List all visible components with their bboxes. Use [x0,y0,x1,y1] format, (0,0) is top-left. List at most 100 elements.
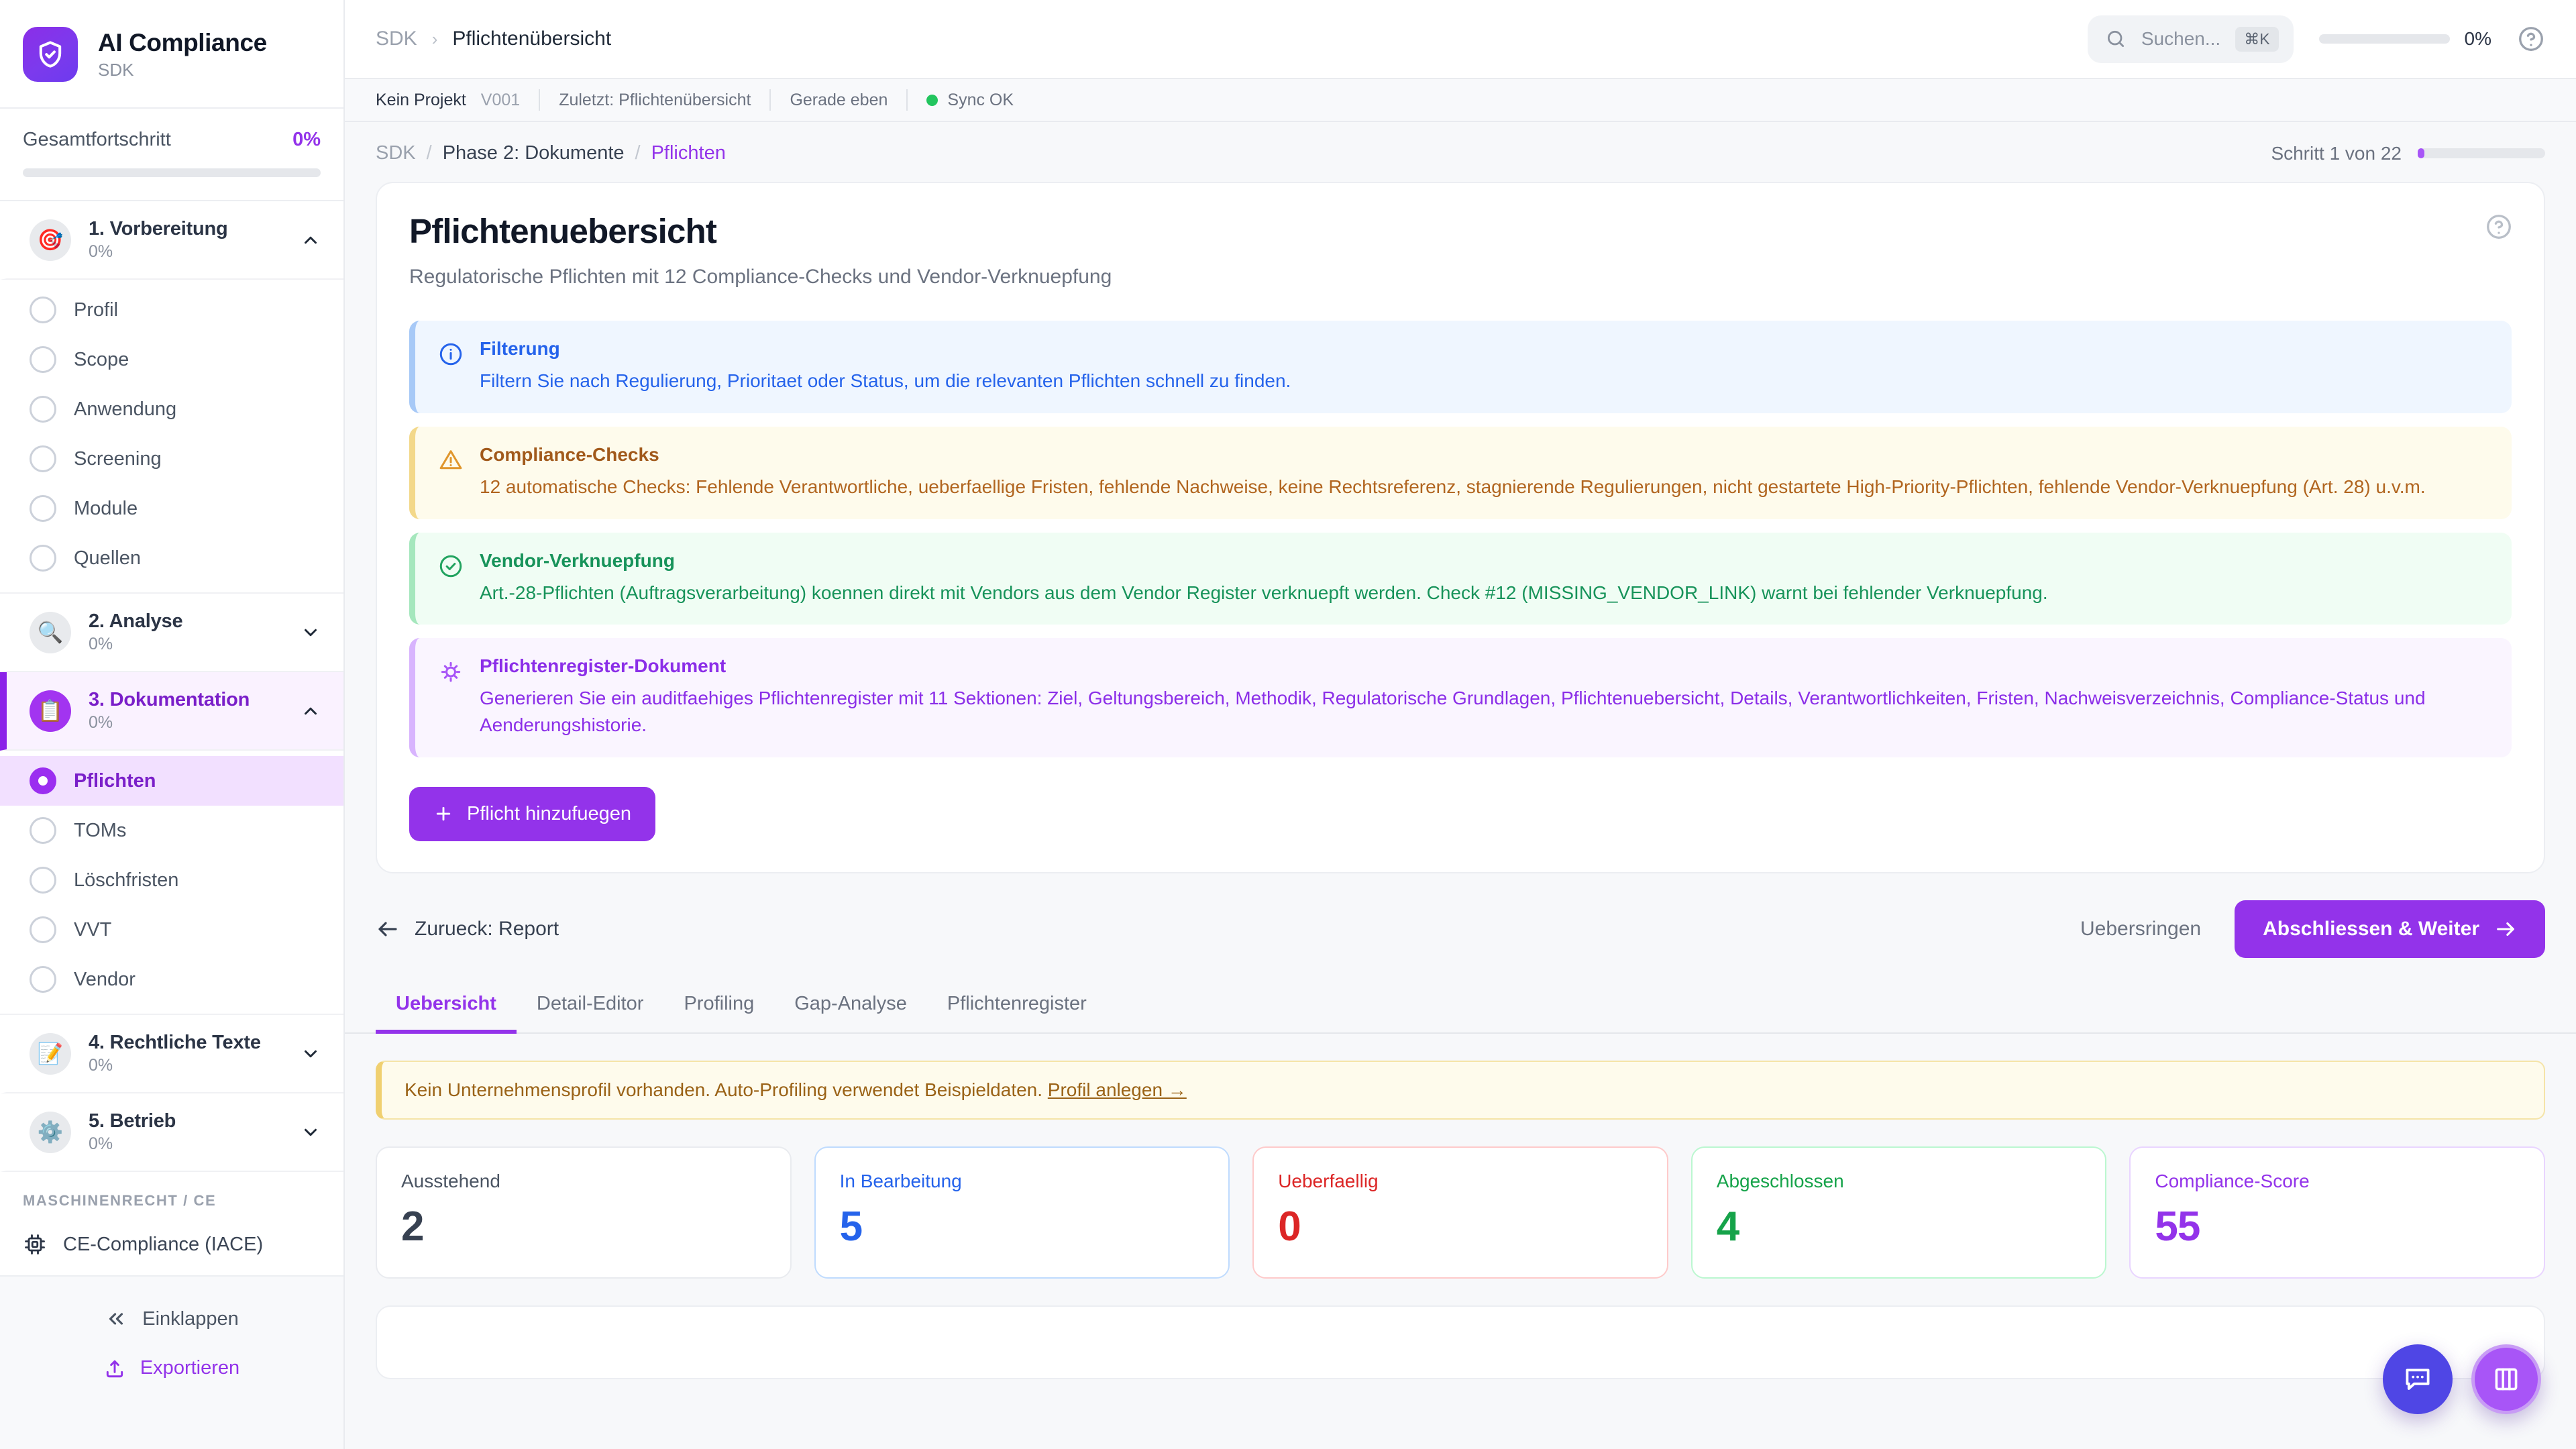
shield-check-icon [23,27,78,82]
check-circle-icon [438,553,464,579]
meta-last: Zuletzt: Pflichtenübersicht [559,90,751,109]
skip-button[interactable]: Uebersringen [2080,917,2202,940]
radio-icon [30,495,56,522]
sidebar-item-label: Vendor [74,968,136,990]
sidebar-item-quellen[interactable]: Quellen [0,533,343,583]
step-progress-bar [2418,148,2545,158]
stat-label: Ausstehend [401,1170,500,1191]
stat-label: Compliance-Score [2155,1170,2310,1191]
back-button[interactable]: Zurueck: Report [376,917,559,941]
radio-selected-icon [30,767,56,794]
sidebar-item-label: Screening [74,447,162,470]
sidebar-item-screening[interactable]: Screening [0,434,343,484]
sidebar: AI Compliance SDK Gesamtfortschritt 0% 🎯… [0,0,345,1449]
sidebar-phase-betrieb[interactable]: ⚙️ 5. Betrieb 0% [0,1093,343,1172]
main-area: SDK › Pflichtenübersicht Suchen... ⌘K 0% [345,0,2576,1449]
magnifier-icon: 🔍 [30,611,71,653]
phase-title: 1. Vorbereitung [89,218,228,239]
sidebar-item-vendor[interactable]: Vendor [0,955,343,1004]
radio-icon [30,396,56,423]
sidebar-item-ce-compliance[interactable]: CE-Compliance (IACE) [0,1222,343,1277]
callout-filterung: Filterung Filtern Sie nach Regulierung, … [409,321,2512,413]
radio-icon [30,867,56,894]
sidebar-phase-vorbereitung[interactable]: 🎯 1. Vorbereitung 0% [0,201,343,280]
search-shortcut-badge: ⌘K [2235,26,2279,52]
callout-title: Compliance-Checks [480,443,659,465]
sidebar-item-label: VVT [74,918,112,941]
sidebar-item-label: Quellen [74,547,141,569]
bottom-panel [376,1305,2545,1379]
tab-gap-analyse[interactable]: Gap-Analyse [794,992,907,1014]
chevron-up-icon [301,230,321,250]
breadcrumb-current: Pflichtenübersicht [452,28,612,50]
stat-value: 55 [2155,1203,2200,1250]
sidebar-item-label: CE-Compliance (IACE) [63,1233,264,1255]
tab-uebersicht[interactable]: Uebersicht [376,982,517,1034]
phase-title: 2. Analyse [89,610,183,632]
breadcrumb-root[interactable]: SDK [376,28,417,50]
back-label: Zurueck: Report [415,917,559,940]
phase-title: 5. Betrieb [89,1110,176,1132]
target-icon: 🎯 [30,219,71,261]
page-breadcrumb-bar: SDK / Phase 2: Dokumente / Pflichten Sch… [345,122,2576,182]
phase-percent: 0% [89,242,113,261]
phase-title: 4. Rechtliche Texte [89,1032,261,1053]
export-button[interactable]: Exportieren [23,1344,321,1393]
add-pflicht-button[interactable]: Pflicht hinzufuegen [409,786,656,841]
callout-body: Art.-28-Pflichten (Auftragsverarbeitung)… [480,582,2048,603]
sidebar-item-label: Anwendung [74,398,177,420]
breadcrumb-item-phase[interactable]: Phase 2: Dokumente [442,142,625,164]
finish-and-next-button[interactable]: Abschliessen & Weiter [2235,900,2545,958]
brand-header: AI Compliance SDK [0,0,343,109]
chip-icon [23,1232,47,1256]
sidebar-item-vvt[interactable]: VVT [0,905,343,955]
brand-subtitle: SDK [98,59,134,80]
radio-icon [30,916,56,943]
sidebar-item-toms[interactable]: TOMs [0,806,343,855]
stat-card-abgeschlossen: Abgeschlossen 4 [1690,1146,2107,1279]
stat-card-compliance-score: Compliance-Score 55 [2129,1146,2545,1279]
breadcrumb-item-pflichten: Pflichten [651,142,726,164]
sidebar-item-label: Profil [74,299,119,321]
overall-progress-value: 0% [292,129,321,150]
content-scroll-area[interactable]: SDK / Phase 2: Dokumente / Pflichten Sch… [345,122,2576,1449]
sidebar-phase-dokumentation[interactable]: 📋 3. Dokumentation 0% [0,672,343,751]
collapse-sidebar-button[interactable]: Einklappen [23,1294,321,1344]
sidebar-item-module[interactable]: Module [0,484,343,533]
notice-text: Kein Unternehmensprofil vorhanden. Auto-… [405,1079,1043,1100]
chat-fab[interactable] [2383,1344,2453,1414]
panel-fab[interactable] [2471,1344,2541,1414]
export-label: Exportieren [140,1357,240,1379]
sidebar-item-anwendung[interactable]: Anwendung [0,384,343,434]
tab-pflichtenregister[interactable]: Pflichtenregister [947,992,1087,1014]
create-profile-link[interactable]: Profil anlegen → [1047,1079,1187,1100]
memo-icon: 📝 [30,1032,71,1075]
divider [906,89,908,111]
tab-profiling[interactable]: Profiling [684,992,755,1014]
sidebar-phase-rechtliche-texte[interactable]: 📝 4. Rechtliche Texte 0% [0,1015,343,1093]
sidebar-item-loeschfristen[interactable]: Löschfristen [0,855,343,905]
sidebar-item-scope[interactable]: Scope [0,335,343,384]
sidebar-item-pflichten[interactable]: Pflichten [0,756,343,806]
gear-icon: ⚙️ [30,1111,71,1153]
stat-card-ueberfaellig: Ueberfaellig 0 [1252,1146,1668,1279]
info-icon [438,341,464,367]
help-circle-icon[interactable] [2517,25,2545,53]
sidebar-item-profil[interactable]: Profil [0,285,343,335]
header-progress: 0% [2318,28,2491,50]
stat-label: In Bearbeitung [839,1170,962,1191]
breadcrumb-item-sdk[interactable]: SDK [376,142,416,164]
radio-icon [30,297,56,323]
chevron-down-icon [301,1122,321,1142]
divider [769,89,771,111]
phase-title: 3. Dokumentation [89,689,250,710]
tab-detail-editor[interactable]: Detail-Editor [536,992,644,1014]
phase-percent: 0% [89,713,113,732]
search-input[interactable]: Suchen... ⌘K [2087,15,2294,63]
sidebar-phase-analyse[interactable]: 🔍 2. Analyse 0% [0,594,343,672]
help-circle-icon[interactable] [2485,213,2513,241]
stat-value: 0 [1278,1203,1301,1250]
stat-card-ausstehend: Ausstehend 2 [376,1146,792,1279]
chevrons-left-icon [105,1307,127,1330]
stat-label: Abgeschlossen [1716,1170,1844,1191]
